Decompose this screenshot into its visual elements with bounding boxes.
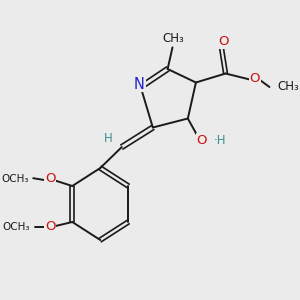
Text: H: H (103, 132, 112, 145)
Text: CH₃: CH₃ (277, 80, 299, 93)
Text: O: O (45, 220, 56, 233)
Text: ·H: ·H (213, 134, 226, 147)
Text: OCH₃: OCH₃ (2, 221, 30, 232)
Text: OCH₃: OCH₃ (2, 173, 29, 184)
Text: O: O (218, 35, 229, 48)
Text: O: O (45, 172, 56, 185)
Text: N: N (134, 76, 145, 92)
Text: CH₃: CH₃ (162, 32, 184, 46)
Text: O: O (249, 72, 260, 86)
Text: O: O (196, 134, 207, 147)
